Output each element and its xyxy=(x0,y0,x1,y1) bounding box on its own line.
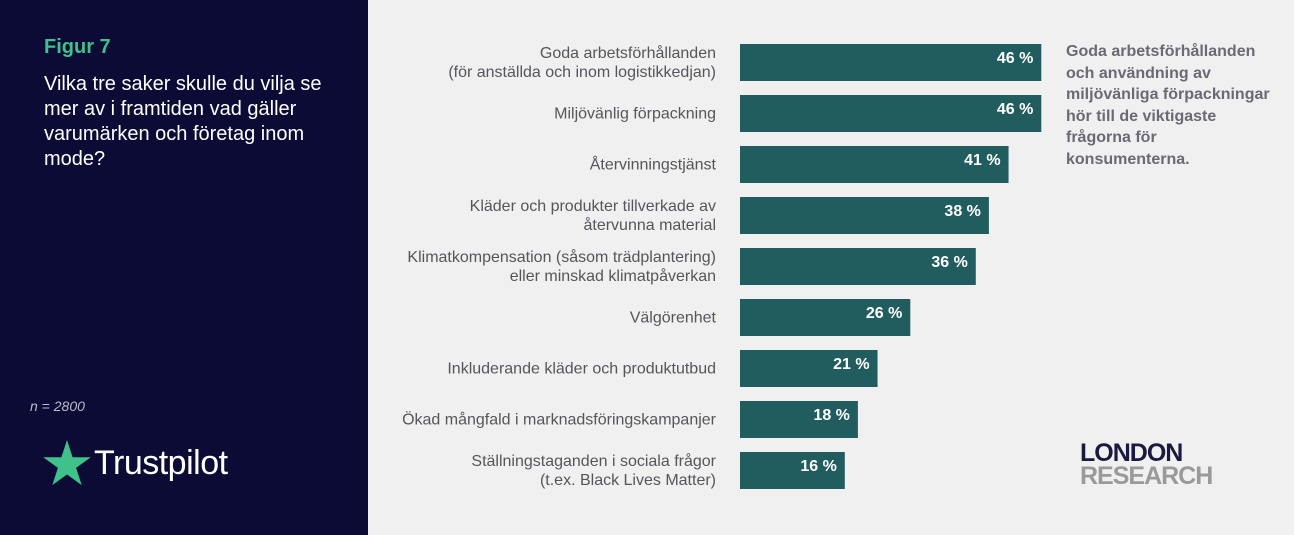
bar-4 xyxy=(740,248,976,285)
category-label-line: Kläder och produkter tillverkade av xyxy=(470,198,716,215)
category-label-2: Återvinningstjänst xyxy=(590,155,717,174)
value-label-6: 21 % xyxy=(833,356,869,373)
category-label-line: Välgörenhet xyxy=(630,310,717,327)
category-label-0: Goda arbetsförhållanden (för anställda oc… xyxy=(448,44,716,81)
bar-8 xyxy=(740,452,845,489)
key-insight-note: Goda arbetsförhållanden och användning a… xyxy=(1066,43,1270,168)
category-label-line: Ökad mångfald i marknadsföringskampanjer xyxy=(402,411,717,429)
trustpilot-wordmark: Trustpilot xyxy=(94,443,228,482)
category-label-5: Välgörenhet xyxy=(630,310,717,327)
trustpilot-logo: Trustpilot xyxy=(42,438,228,488)
london-research-logo: LONDON RESEARCH xyxy=(1080,439,1213,490)
logo-line-1: LONDON xyxy=(1080,439,1183,467)
category-label-7: Ökad mångfald i marknadsföringskampanjer xyxy=(402,411,717,429)
category-label-1: Miljövänlig förpackning xyxy=(554,106,716,123)
value-label-4: 36 % xyxy=(931,254,967,271)
category-label-8: Ställningstaganden i sociala frågor (t.ex… xyxy=(471,452,716,489)
bar-7 xyxy=(740,401,858,438)
bar-0 xyxy=(740,44,1042,81)
category-label-line: (t.ex. Black Lives Matter) xyxy=(540,472,716,489)
figure-label: Figur 7 xyxy=(44,36,111,58)
sample-size-label: n = 2800 xyxy=(30,398,85,414)
category-label-3: Kläder och produkter tillverkade av återv… xyxy=(470,198,716,234)
value-label-5: 26 % xyxy=(866,305,902,322)
category-label-line: Återvinningstjänst xyxy=(590,155,717,174)
category-label-6: Inkluderande kläder och produktutbud xyxy=(447,361,716,378)
value-label-7: 18 % xyxy=(813,407,849,424)
category-label-line: eller minskad klimatpåverkan xyxy=(510,267,716,285)
category-label-line: Goda arbetsförhållanden xyxy=(540,44,716,62)
category-label-line: Klimatkompensation (såsom trädplantering… xyxy=(407,248,716,266)
bar-5 xyxy=(740,299,911,336)
value-label-0: 46 % xyxy=(997,50,1033,67)
logo-line-2: RESEARCH xyxy=(1080,462,1213,490)
value-label-8: 16 % xyxy=(800,458,836,475)
left-panel: Figur 7 Vilka tre saker skulle du vilja … xyxy=(0,0,368,535)
category-label-line: Ställningstaganden i sociala frågor xyxy=(471,452,716,470)
category-label-4: Klimatkompensation (såsom trädplantering… xyxy=(407,248,716,285)
value-label-2: 41 % xyxy=(964,152,1000,169)
star-icon xyxy=(43,440,91,486)
bar-3 xyxy=(740,197,989,234)
category-label-line: Inkluderande kläder och produktutbud xyxy=(447,361,716,378)
category-label-line: (för anställda och inom logistikkedjan) xyxy=(448,64,716,81)
category-label-line: återvunna material xyxy=(583,216,716,234)
category-label-line: Miljövänlig förpackning xyxy=(554,106,716,123)
chart-area: 46 % Goda arbetsförhållanden (för anställd… xyxy=(368,0,1294,535)
bar-2 xyxy=(740,146,1009,183)
value-label-3: 38 % xyxy=(944,203,980,220)
value-label-1: 46 % xyxy=(997,101,1033,118)
bar-6 xyxy=(740,350,878,387)
question-text: Vilka tre saker skulle du vilja se mer a… xyxy=(44,73,322,170)
bar-1 xyxy=(740,95,1042,132)
bar-chart: 46 % Goda arbetsförhållanden (för anställd… xyxy=(402,44,1042,489)
